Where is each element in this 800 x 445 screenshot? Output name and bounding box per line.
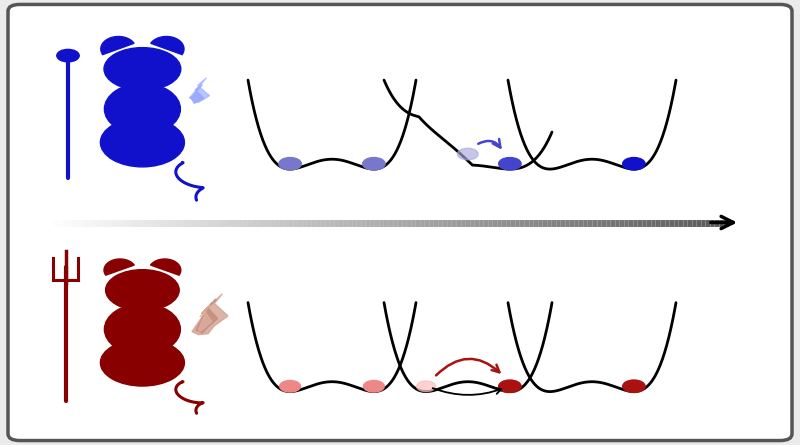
- FancyArrowPatch shape: [436, 359, 499, 376]
- Circle shape: [279, 158, 302, 170]
- Circle shape: [362, 158, 385, 170]
- Polygon shape: [190, 85, 204, 103]
- Circle shape: [280, 380, 301, 392]
- Circle shape: [363, 380, 384, 392]
- Polygon shape: [101, 36, 134, 55]
- Circle shape: [622, 158, 645, 170]
- FancyArrowPatch shape: [433, 388, 502, 395]
- Ellipse shape: [104, 303, 181, 355]
- FancyArrowPatch shape: [478, 139, 500, 148]
- Circle shape: [498, 380, 521, 392]
- FancyBboxPatch shape: [8, 4, 792, 441]
- Polygon shape: [190, 78, 210, 102]
- Ellipse shape: [101, 339, 184, 386]
- Polygon shape: [192, 294, 228, 335]
- Polygon shape: [104, 259, 134, 275]
- Circle shape: [104, 48, 181, 90]
- Polygon shape: [150, 36, 184, 55]
- Circle shape: [458, 148, 478, 160]
- Circle shape: [417, 381, 436, 392]
- Circle shape: [57, 49, 79, 62]
- Circle shape: [622, 380, 645, 392]
- Polygon shape: [198, 305, 212, 332]
- Polygon shape: [196, 299, 218, 333]
- Ellipse shape: [104, 83, 181, 134]
- Circle shape: [498, 158, 521, 170]
- Circle shape: [106, 270, 179, 311]
- Polygon shape: [150, 259, 181, 275]
- Ellipse shape: [101, 118, 184, 167]
